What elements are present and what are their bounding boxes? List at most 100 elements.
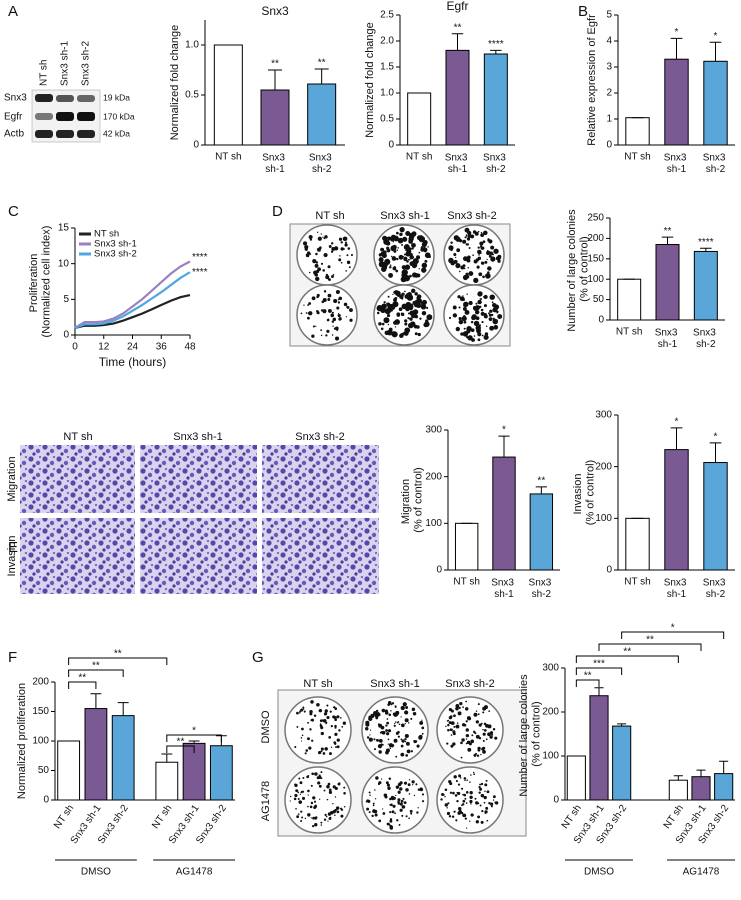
bar — [111, 715, 135, 801]
x-tick-label: Snx3 sh-1 — [655, 327, 681, 350]
colony — [444, 795, 446, 798]
colony — [467, 747, 472, 752]
micrographs — [20, 445, 379, 594]
colony — [465, 243, 468, 246]
colony — [302, 706, 305, 709]
colony — [373, 738, 376, 741]
colony — [478, 786, 481, 789]
colony — [385, 724, 388, 727]
colony — [376, 304, 383, 312]
colony — [475, 820, 479, 824]
colony — [350, 253, 354, 257]
colony — [372, 804, 375, 807]
y-axis-label: Normalized proliferation — [16, 683, 28, 799]
significance-label: ** — [92, 661, 100, 672]
error-bar — [451, 33, 464, 51]
colony — [414, 292, 418, 296]
colony — [411, 780, 415, 784]
y-tick-label: 100 — [587, 274, 604, 285]
bar — [625, 117, 650, 146]
row-label: Migration — [6, 456, 18, 501]
colony — [497, 254, 502, 259]
colony — [302, 708, 305, 710]
plate-well — [361, 766, 429, 834]
colony — [452, 742, 456, 746]
colony — [399, 802, 403, 806]
colony — [392, 244, 397, 250]
colony — [459, 239, 463, 243]
colony — [466, 257, 470, 261]
colony — [458, 810, 462, 814]
colony — [338, 729, 341, 732]
significance-label: * — [192, 726, 196, 737]
error-bar — [709, 442, 722, 463]
colony — [474, 797, 477, 800]
colony — [484, 783, 488, 787]
error-bar — [617, 723, 627, 727]
x-tick-label: NT sh — [150, 803, 174, 831]
colony — [307, 721, 310, 724]
x-tick-label: Snx3 sh-2 — [309, 152, 335, 175]
colony — [480, 782, 484, 786]
colony — [417, 807, 419, 809]
colony — [421, 793, 425, 796]
colony — [312, 816, 315, 820]
colony — [381, 743, 384, 746]
significance-bracket — [166, 734, 222, 742]
colony — [489, 294, 495, 300]
y-tick-label: 4 — [606, 36, 612, 47]
colony — [296, 711, 299, 715]
colony — [458, 774, 462, 778]
colony — [427, 246, 429, 248]
colony — [391, 810, 395, 814]
significance-label: ** — [454, 22, 462, 33]
colony — [491, 313, 494, 317]
colony — [320, 262, 324, 265]
colony — [477, 748, 481, 752]
colony — [329, 810, 334, 815]
colony — [389, 826, 394, 830]
colony — [421, 310, 427, 316]
colony — [456, 239, 459, 242]
colony — [485, 273, 491, 279]
colony — [403, 244, 410, 251]
colony — [477, 703, 480, 706]
colony — [308, 311, 313, 316]
colony — [385, 748, 390, 753]
colony — [343, 248, 345, 250]
colony — [398, 823, 401, 826]
colony — [403, 253, 406, 256]
colony — [482, 732, 486, 736]
colony — [320, 726, 324, 730]
colony — [326, 704, 329, 707]
colony — [398, 723, 401, 726]
y-tick-label: 5 — [606, 10, 612, 21]
legend-label: Snx3 sh-2 — [94, 249, 137, 260]
colony — [410, 812, 413, 815]
colony — [389, 304, 396, 311]
colony — [485, 738, 488, 741]
colony — [301, 727, 304, 731]
colony — [475, 710, 478, 712]
colony — [481, 246, 485, 250]
colony — [479, 298, 481, 300]
colony — [299, 712, 301, 714]
colony — [485, 315, 488, 319]
colony — [450, 728, 453, 731]
colony — [313, 800, 317, 803]
line-series — [74, 271, 191, 329]
colony — [492, 795, 496, 799]
colony — [298, 800, 302, 804]
colony — [335, 806, 340, 810]
colony — [418, 236, 421, 239]
colony — [489, 309, 493, 313]
lane-label: NT sh — [39, 60, 50, 87]
x-tick-label: NT sh — [624, 577, 651, 588]
error-bar — [709, 41, 722, 62]
colony — [365, 727, 369, 731]
colony — [300, 810, 303, 813]
colony — [463, 320, 467, 324]
colony — [470, 320, 474, 324]
colony — [327, 308, 332, 313]
colony — [455, 326, 461, 332]
